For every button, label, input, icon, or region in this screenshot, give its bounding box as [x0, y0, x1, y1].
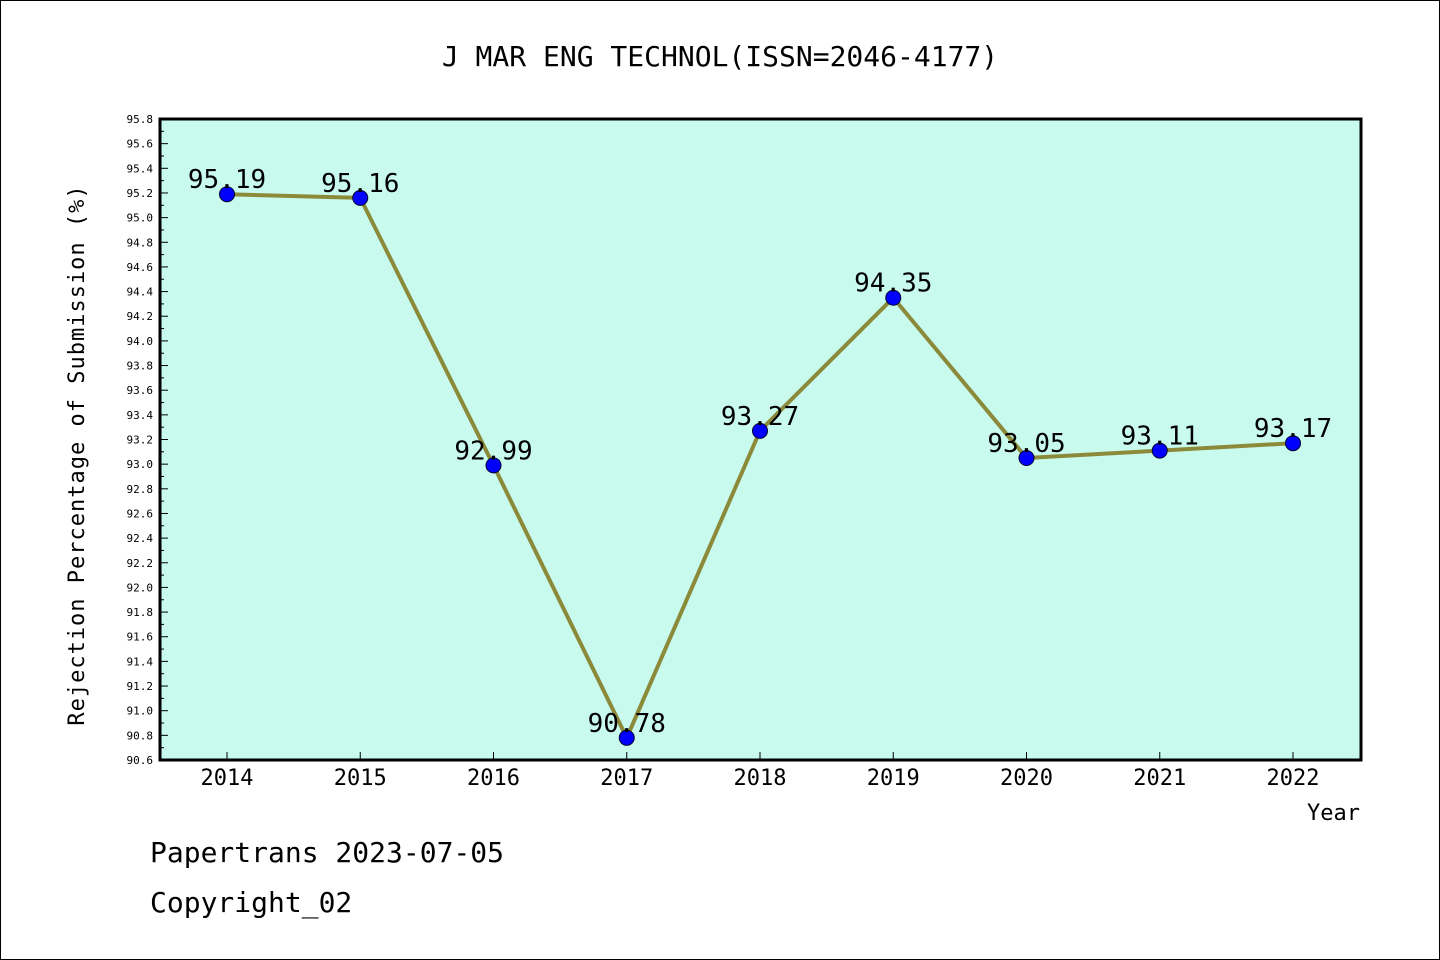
- data-point-marker: [618, 729, 635, 746]
- x-tick-label: 2014: [201, 766, 254, 791]
- x-tick-label: 2019: [867, 766, 920, 791]
- data-series: 95.19 95.16 92.99 90.78 93.27 94.35 93.05 93.11…: [188, 165, 1332, 746]
- y-tick-label: 94.0: [127, 335, 154, 348]
- plot-area: [158, 117, 1363, 762]
- data-point-marker: [1285, 435, 1301, 452]
- data-label: 93.27: [721, 402, 799, 432]
- chart-title: J MAR ENG TECHNOL(ISSN=2046-4177): [442, 40, 998, 73]
- y-tick-label: 91.4: [127, 655, 154, 668]
- y-tick-label: 95.4: [127, 162, 154, 175]
- y-tick-label: 94.8: [127, 236, 154, 249]
- y-tick-label: 93.0: [127, 458, 154, 471]
- y-tick-label: 95.6: [127, 138, 154, 151]
- y-tick-label: 91.2: [127, 680, 154, 693]
- y-tick-label: 91.8: [127, 606, 154, 619]
- x-axis: 2014 2015 2016 2017 2018 2019 2020 2021 2022: [201, 752, 1320, 791]
- y-tick-label: 94.2: [127, 310, 154, 323]
- y-tick-label: 92.8: [127, 483, 154, 496]
- data-point-marker: [352, 189, 369, 206]
- data-point-marker: [1018, 449, 1035, 466]
- y-tick-label: 93.6: [127, 384, 154, 397]
- data-label: 93.05: [987, 429, 1065, 459]
- footer-source: Papertrans 2023-07-05: [150, 836, 505, 869]
- data-label: 92.99: [454, 436, 532, 466]
- y-tick-label: 93.2: [127, 434, 154, 447]
- data-label: 95.19: [188, 165, 266, 195]
- data-label: 95.16: [321, 169, 399, 199]
- y-tick-label: 91.0: [127, 705, 154, 718]
- footer-copyright: Copyright_02: [150, 886, 353, 919]
- data-point-marker: [219, 186, 235, 203]
- y-tick-label: 93.8: [127, 360, 154, 373]
- x-axis-label: Year: [1307, 801, 1360, 826]
- y-tick-label: 94.6: [127, 261, 154, 274]
- y-tick-label: 92.6: [127, 507, 154, 520]
- data-point-marker: [752, 422, 768, 439]
- x-tick-label: 2018: [734, 766, 787, 791]
- y-tick-label: 93.4: [127, 409, 154, 422]
- y-tick-label: 91.6: [127, 631, 154, 644]
- y-tick-label: 92.0: [127, 581, 154, 594]
- data-point-marker: [885, 289, 902, 306]
- y-tick-label: 90.6: [127, 754, 154, 767]
- y-axis: 90.6 90.8 91.0 91.2 91.4 91.6 91.8 92.0 92.2 92.4…: [127, 113, 168, 767]
- y-tick-label: 95.2: [127, 187, 154, 200]
- y-tick-label: 90.8: [127, 729, 154, 742]
- x-tick-label: 2022: [1267, 766, 1320, 791]
- y-tick-label: 95.8: [127, 113, 154, 126]
- y-tick-label: 94.4: [127, 286, 154, 299]
- data-point-marker: [485, 457, 502, 474]
- data-label: 93.11: [1121, 422, 1199, 452]
- y-tick-label: 92.4: [127, 532, 154, 545]
- x-tick-label: 2015: [334, 766, 387, 791]
- x-tick-label: 2021: [1133, 766, 1186, 791]
- data-label: 94.35: [854, 269, 932, 299]
- data-point-marker: [1151, 442, 1168, 459]
- y-axis-label: Rejection Percentage of Submission (%): [65, 184, 90, 725]
- y-tick-label: 92.2: [127, 557, 154, 570]
- data-label: 90.78: [588, 709, 666, 739]
- x-tick-label: 2020: [1000, 766, 1053, 791]
- x-tick-label: 2017: [600, 766, 653, 791]
- y-tick-label: 95.0: [127, 212, 154, 225]
- x-tick-label: 2016: [467, 766, 520, 791]
- data-label: 93.17: [1254, 414, 1332, 444]
